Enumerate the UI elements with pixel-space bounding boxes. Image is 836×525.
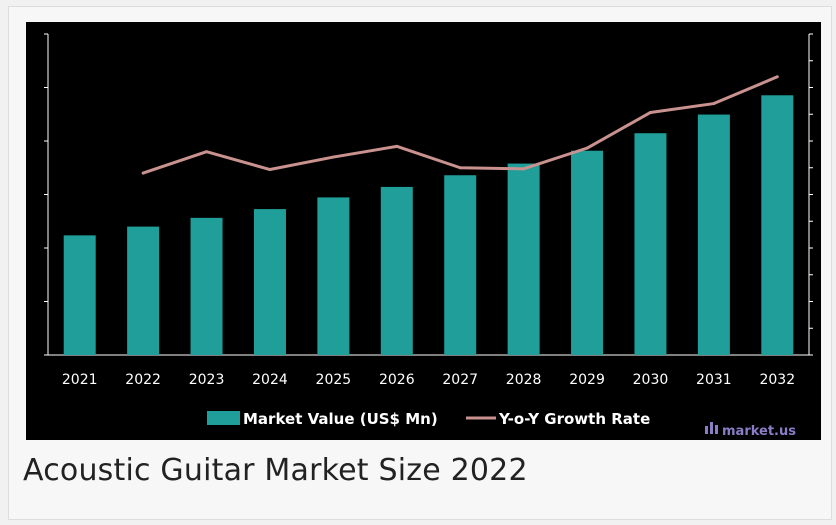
x-tick-label: 2024	[252, 372, 288, 388]
x-tick-label: 2021	[62, 372, 98, 388]
x-tick-label: 2026	[379, 372, 415, 388]
chart-frame: 2021 2022 2023 2024 2025 2026 2027 2028 2029 2030…	[26, 22, 821, 440]
legend-swatch-market-value	[207, 411, 240, 425]
bar-2021	[63, 235, 96, 355]
chart-caption: Acoustic Guitar Market Size 2022	[23, 453, 528, 488]
bar-2025	[317, 197, 350, 355]
x-tick-label: 2031	[696, 372, 732, 388]
growth-rate-point-2022	[141, 171, 145, 175]
bar-2030	[634, 133, 667, 355]
chart-card: 2021 2022 2023 2024 2025 2026 2027 2028 2029 2030…	[8, 6, 832, 520]
growth-rate-point-2029	[585, 146, 589, 150]
chart-svg: 2021 2022 2023 2024 2025 2026 2027 2028 2029 2030…	[44, 33, 813, 439]
legend-label-growth-rate: Y-o-Y Growth Rate	[498, 410, 650, 428]
x-tick-label: 2022	[125, 372, 161, 388]
bar-2028	[507, 163, 540, 355]
growth-rate-point-2023	[205, 150, 209, 154]
market-us-logo-icon	[705, 426, 708, 434]
x-tick-label: 2025	[316, 372, 352, 388]
bar-2024	[253, 209, 286, 355]
x-tick-label: 2023	[189, 372, 225, 388]
bar-2023	[190, 217, 223, 355]
bar-2029	[571, 150, 604, 355]
x-tick-label: 2028	[506, 372, 542, 388]
growth-rate-point-2024	[268, 168, 272, 172]
market-us-logo-icon-bar	[715, 425, 718, 434]
growth-rate-point-2025	[331, 155, 335, 159]
x-tick-label: 2030	[633, 372, 669, 388]
x-tick-label: 2029	[569, 372, 605, 388]
growth-rate-point-2032	[775, 75, 779, 79]
market-us-logo-icon-bar	[710, 422, 713, 434]
bar-2032	[761, 95, 794, 356]
bar-2022	[127, 226, 160, 355]
bar-2026	[380, 186, 413, 355]
watermark-text: market.us	[722, 424, 796, 439]
growth-rate-point-2026	[395, 144, 399, 148]
legend-label-market-value: Market Value (US$ Mn)	[243, 410, 438, 428]
growth-rate-point-2030	[648, 110, 652, 114]
growth-rate-point-2028	[522, 167, 526, 171]
x-tick-label: 2032	[759, 372, 795, 388]
bar-2027	[444, 175, 477, 355]
bar-2031	[697, 114, 730, 356]
growth-rate-point-2027	[458, 166, 462, 170]
growth-rate-point-2031	[712, 102, 716, 106]
growth-rate-line	[142, 75, 778, 175]
x-tick-label: 2027	[442, 372, 478, 388]
